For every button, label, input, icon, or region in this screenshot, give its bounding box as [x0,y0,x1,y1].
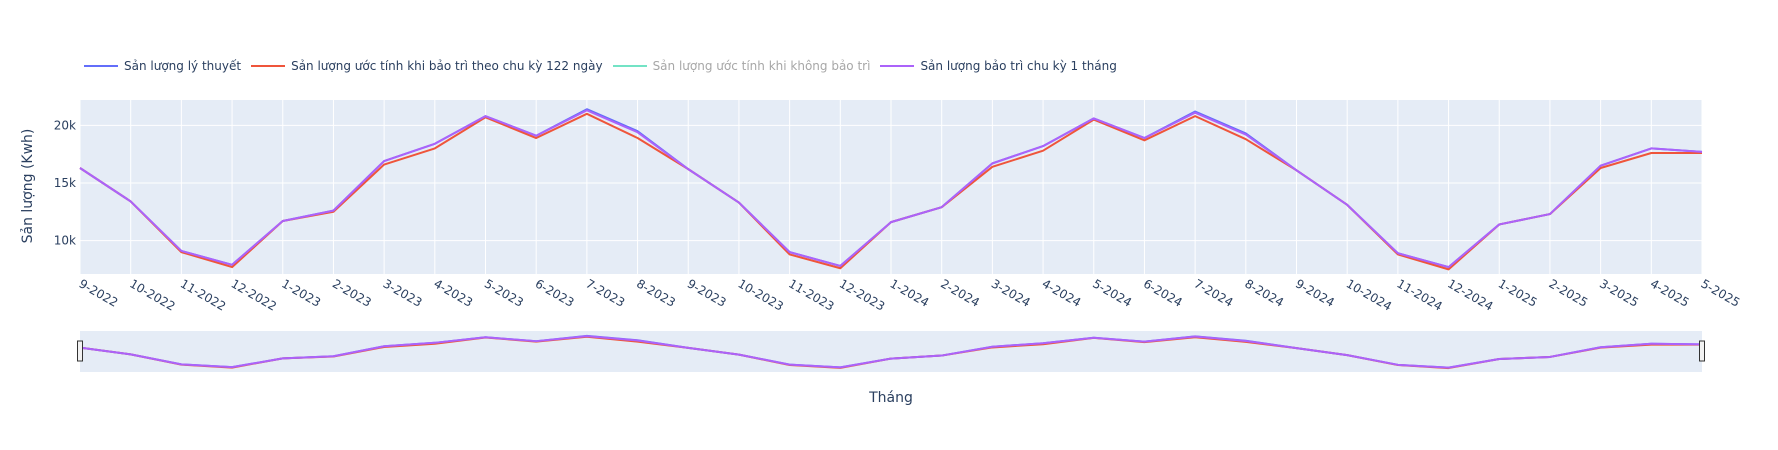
x-tick-label: 9-2023 [685,276,729,309]
x-tick-label: 8-2024 [1242,276,1286,309]
y-axis-title: Sản lượng (Kwh) [20,129,36,244]
legend-swatch [84,65,118,67]
x-tick-label: 5-2025 [1699,276,1743,309]
x-tick-label: 3-2023 [381,276,425,309]
x-tick-label: 12-2024 [1445,276,1495,313]
x-tick-label: 1-2024 [888,276,932,309]
legend-swatch [251,65,286,67]
legend-item[interactable]: Sản lượng ước tính khi không bảo trì [612,59,871,73]
x-tick-label: 7-2024 [1192,276,1236,309]
x-tick-label: 5-2024 [1090,276,1134,309]
x-tick-label: 7-2023 [583,276,627,309]
legend-label: Sản lượng bảo trì chu kỳ 1 tháng [920,59,1117,73]
x-tick-label: 2-2023 [330,276,374,309]
range-slider-background [80,331,1702,372]
x-tick-label: 9-2024 [1293,276,1337,309]
legend-label: Sản lượng ước tính khi bảo trì theo chu … [291,59,603,73]
x-tick-label: 4-2025 [1648,276,1692,309]
x-tick-label: 3-2024 [989,276,1033,309]
x-tick-label: 10-2023 [735,276,785,313]
legend-item[interactable]: Sản lượng bảo trì chu kỳ 1 tháng [880,59,1117,73]
x-axis-title: Tháng [868,390,913,406]
legend-label: Sản lượng ước tính khi không bảo trì [652,59,871,73]
y-tick-label: 10k [54,234,76,248]
legend: Sản lượng lý thuyết Sản lượng ước tính kh… [84,59,1127,73]
x-tick-label: 11-2023 [786,276,836,313]
x-tick-label: 12-2022 [229,276,279,313]
x-tick-label: 10-2024 [1344,276,1394,313]
x-tick-label: 5-2023 [482,276,526,309]
x-axis: 9-2022 10-2022 11-2022 12-2022 1-2023 2-2023 3… [77,276,1743,313]
y-tick-label: 20k [54,118,76,132]
main-plot-area[interactable] [79,100,1703,274]
x-tick-label: 10-2022 [127,276,177,313]
y-tick-label: 15k [54,176,76,190]
x-tick-label: 1-2023 [279,276,323,309]
x-tick-label: 2-2025 [1546,276,1590,309]
x-tick-label: 8-2023 [634,276,678,309]
range-slider-right-handle[interactable] [1699,340,1705,362]
range-slider-left-handle[interactable] [77,340,83,362]
range-slider-series-line [79,335,1703,369]
legend-item[interactable]: Sản lượng lý thuyết [84,59,241,73]
x-tick-label: 9-2022 [77,276,121,309]
x-tick-label: 6-2023 [533,276,577,309]
legend-swatch [880,65,915,67]
x-tick-label: 11-2024 [1394,276,1444,313]
x-tick-label: 2-2024 [938,276,982,309]
range-slider[interactable] [77,331,1705,372]
series-layer [79,108,1703,271]
x-tick-label: 12-2023 [837,276,887,313]
x-tick-label: 11-2022 [178,276,228,313]
y-axis: 10k 15k 20k [54,118,76,247]
x-tick-label: 6-2024 [1141,276,1185,309]
series-line [79,109,1703,269]
x-tick-label: 1-2025 [1496,276,1540,309]
x-tick-label: 3-2025 [1597,276,1641,309]
x-tick-label: 4-2024 [1040,276,1084,309]
legend-label: Sản lượng lý thuyết [124,59,242,73]
legend-item[interactable]: Sản lượng ước tính khi bảo trì theo chu … [251,59,603,73]
x-tick-label: 4-2023 [431,276,475,309]
legend-swatch [612,65,647,67]
